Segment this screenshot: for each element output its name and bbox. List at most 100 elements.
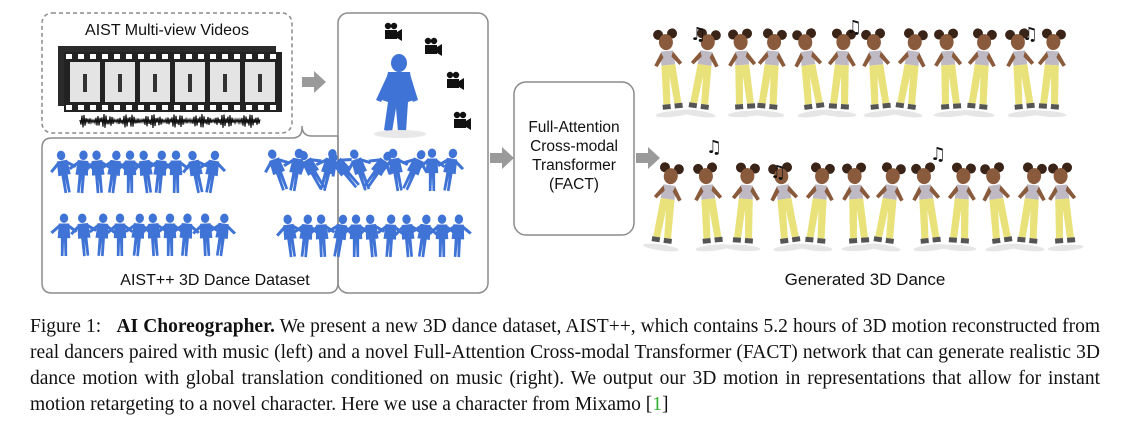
film-hole: [258, 105, 264, 110]
generated-dancer: [768, 162, 810, 252]
fact-label-line: Transformer: [532, 157, 616, 174]
film-hole: [102, 54, 108, 59]
film-strip-icon: [58, 46, 282, 112]
film-hole: [162, 54, 168, 59]
film-hole: [150, 54, 156, 59]
generated-dancer: [1030, 28, 1067, 118]
dataset-dancer: [192, 213, 220, 257]
film-hole: [222, 54, 228, 59]
dataset-dancer: [88, 213, 116, 257]
dataset-dancer: [437, 148, 465, 192]
generated-dancer: [642, 162, 684, 252]
generated-dancer: [864, 162, 906, 252]
dataset-dancer: [116, 150, 144, 193]
frame-figure: [188, 74, 192, 92]
music-note-icon: ♫: [930, 144, 946, 165]
film-hole: [150, 105, 156, 110]
dataset-dancer: [199, 150, 227, 194]
frame-figure: [153, 74, 157, 92]
dataset-dancer: [70, 213, 98, 257]
film-hole: [114, 54, 120, 59]
dataset-box: [41, 125, 339, 294]
figure-caption: Figure 1: AI Choreographer. We present a…: [30, 314, 1100, 418]
dataset-dancer: [276, 214, 303, 258]
frame-figure: [118, 74, 122, 92]
video-box: [41, 12, 293, 134]
film-hole: [66, 105, 72, 110]
generated-dancer: [727, 28, 764, 118]
camera-icon: [453, 111, 471, 130]
film-hole: [186, 105, 192, 110]
music-note-icon: ♫: [706, 137, 722, 158]
film-hole: [186, 54, 192, 59]
film-hole: [210, 105, 216, 110]
arrow-right-icon: [302, 71, 326, 93]
generated-dancer: [1047, 162, 1084, 252]
figure-1: ♫ ♫ ♫ ♫ ♫ ♫ AIST Multi-view Videos AIST++ 3D …: [41, 12, 1084, 294]
film-hole: [138, 54, 144, 59]
caption-title: AI Choreographer.: [116, 316, 275, 337]
generated-dancer: [693, 162, 732, 252]
generated-dancer: [886, 28, 928, 118]
film-hole: [222, 105, 228, 110]
caption-body: We present a new 3D dance dataset, AIST+…: [30, 316, 1100, 415]
dataset-dancer: [208, 213, 237, 257]
film-hole: [126, 54, 132, 59]
dataset-dancer: [106, 213, 134, 256]
film-hole: [102, 105, 108, 110]
film-hole: [78, 54, 84, 59]
fact-label-line: (FACT): [549, 176, 599, 193]
camera-box: [337, 12, 489, 294]
generated-dancer: [980, 162, 1022, 252]
dataset-dancer: [308, 214, 336, 258]
caption-suffix: ]: [662, 394, 669, 415]
dataset-dancer: [181, 150, 209, 194]
film-hole: [90, 105, 96, 110]
film-hole: [114, 105, 120, 110]
dataset-dancer: [172, 213, 200, 257]
caption-prefix: Figure 1:: [30, 316, 102, 337]
generated-dancer: [958, 28, 997, 118]
film-hole: [174, 54, 180, 59]
film-hole: [234, 54, 240, 59]
camera-icon: [384, 22, 402, 41]
generated-dancer: [792, 28, 834, 118]
dataset-dancer: [346, 149, 372, 191]
generated-dancer: [820, 28, 857, 118]
film-hole: [234, 105, 240, 110]
generated-label: Generated 3D Dance: [784, 270, 946, 289]
generated-dancer: [861, 28, 900, 118]
dataset-dancer: [50, 213, 78, 256]
generated-dancer: [679, 28, 721, 118]
dataset-dancer: [328, 152, 360, 189]
dataset-dancer: [298, 150, 326, 190]
music-note-icon: ♫: [1022, 24, 1038, 45]
camera-icon: [424, 37, 442, 56]
dataset-dancer: [156, 213, 184, 256]
figure-diagram: ♫ ♫ ♫ ♫ ♫ ♫: [41, 12, 1084, 294]
dataset-dancer: [50, 150, 77, 194]
arrow-right-icon: [636, 147, 660, 169]
arrow-right-icon: [490, 147, 514, 169]
film-hole: [90, 54, 96, 59]
film-hole: [162, 105, 168, 110]
generated-dancer: [940, 162, 977, 252]
dataset-dancer: [376, 214, 404, 258]
generated-dancer: [1008, 162, 1047, 252]
video-box-label: AIST Multi-view Videos: [85, 22, 249, 39]
fact-label: Full-Attention Cross-modal Transformer (…: [514, 118, 634, 194]
film-hole: [210, 54, 216, 59]
film-hole: [138, 105, 144, 110]
dataset-dancer: [428, 214, 456, 257]
generated-dancer: [933, 28, 970, 118]
camera-icon: [446, 71, 464, 90]
film-hole: [246, 105, 252, 110]
film-hole: [270, 54, 276, 59]
waveform-icon: [79, 114, 261, 128]
frame-figure: [83, 74, 87, 92]
citation-link[interactable]: 1: [652, 394, 663, 415]
film-hole: [270, 105, 276, 110]
film-hole: [198, 54, 204, 59]
dataset-dancer: [418, 148, 446, 191]
fact-label-line: Full-Attention: [528, 119, 620, 136]
